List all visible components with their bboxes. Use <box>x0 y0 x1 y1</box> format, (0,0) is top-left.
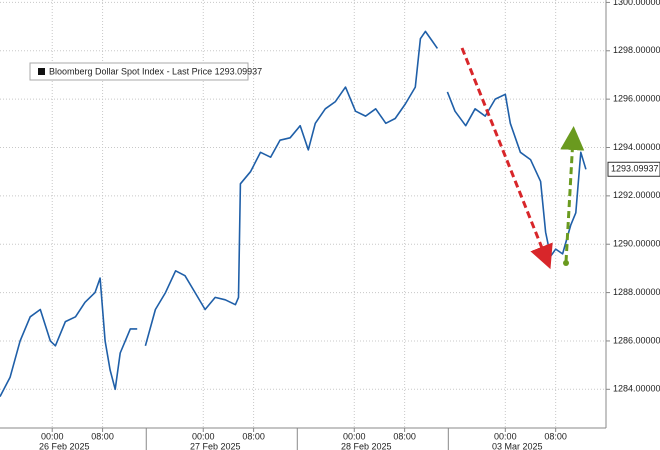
legend-swatch <box>38 68 45 75</box>
date-label: 28 Feb 2025 <box>341 441 392 450</box>
x-tick-label: 08:00 <box>91 431 114 441</box>
date-label: 27 Feb 2025 <box>190 441 241 450</box>
x-tick-label: 08:00 <box>393 431 416 441</box>
y-tick-label: 1292.00000 <box>613 190 660 200</box>
y-tick-label: 1298.00000 <box>613 45 660 55</box>
y-tick-label: 1290.00000 <box>613 239 660 249</box>
legend-box <box>29 62 249 81</box>
x-tick-label: 00:00 <box>343 431 366 441</box>
down-arrow <box>460 47 553 270</box>
price-line <box>0 30 587 397</box>
legend-label: Bloomberg Dollar Spot Index - Last Price… <box>49 66 262 76</box>
y-tick-label: 1284.00000 <box>613 384 660 394</box>
y-tick-label: 1286.00000 <box>613 335 660 345</box>
x-tick-label: 08:00 <box>242 431 265 441</box>
x-tick-label: 00:00 <box>41 431 64 441</box>
plot <box>0 30 587 397</box>
date-label: 03 Mar 2025 <box>492 441 543 450</box>
arrow-start <box>563 260 569 266</box>
last-price-box <box>607 161 660 177</box>
x-tick-label: 08:00 <box>544 431 567 441</box>
grid <box>0 0 606 428</box>
date-label: 26 Feb 2025 <box>39 441 90 450</box>
y-tick-label: 1294.00000 <box>613 142 660 152</box>
y-tick-label: 1300.00000 <box>613 0 660 7</box>
y-tick-label: 1296.00000 <box>613 94 660 104</box>
up-arrow <box>560 126 585 263</box>
y-tick-label: 1288.00000 <box>613 287 660 297</box>
x-tick-label: 00:00 <box>494 431 517 441</box>
last-price-label: 1293.09937 <box>611 164 659 174</box>
x-tick-label: 00:00 <box>192 431 215 441</box>
